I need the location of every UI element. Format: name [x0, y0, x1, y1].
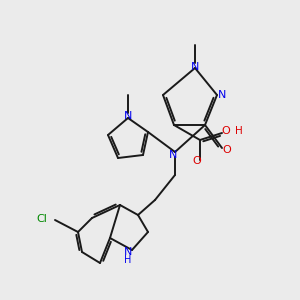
- Text: N: N: [169, 150, 177, 160]
- Text: N: N: [191, 62, 199, 72]
- Text: N: N: [218, 90, 226, 100]
- Text: H: H: [235, 126, 243, 136]
- Text: O: O: [222, 126, 230, 136]
- Text: O: O: [193, 156, 201, 166]
- Text: Cl: Cl: [36, 214, 47, 224]
- Text: N: N: [124, 247, 132, 257]
- Text: N: N: [124, 111, 132, 121]
- Text: H: H: [124, 255, 132, 265]
- Text: O: O: [223, 145, 231, 155]
